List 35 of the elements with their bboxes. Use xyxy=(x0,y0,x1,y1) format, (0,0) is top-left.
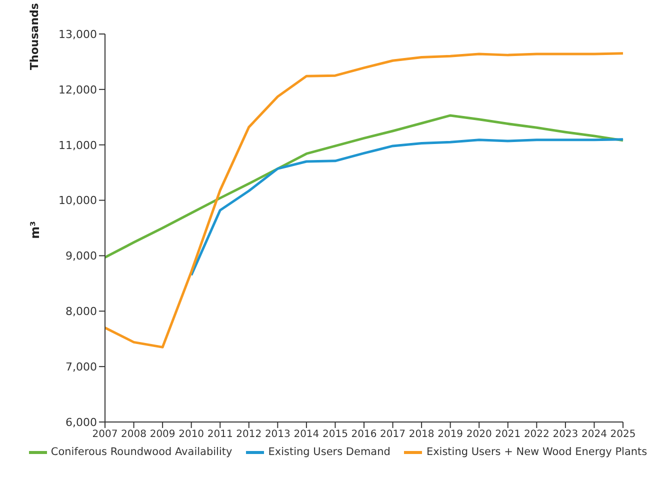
legend-label: Coniferous Roundwood Availability xyxy=(50,446,232,458)
y-tick-label: 12,000 xyxy=(58,83,97,96)
legend-label: Existing Users + New Wood Energy Plants xyxy=(425,446,648,458)
x-tick-label: 2007 xyxy=(92,429,118,440)
y-tick-label: 9,000 xyxy=(66,250,97,263)
x-tick-label: 2013 xyxy=(264,429,290,440)
x-tick-label: 2019 xyxy=(438,429,464,440)
x-tick-label: 2022 xyxy=(524,429,550,440)
x-tick-label: 2018 xyxy=(408,429,434,440)
x-tick-label: 2012 xyxy=(236,429,262,440)
x-tick-label: 2008 xyxy=(121,429,147,440)
line-series xyxy=(104,52,624,348)
y-tick-label: 8,000 xyxy=(66,305,97,318)
legend-label: Existing Users Demand xyxy=(267,446,390,458)
x-tick-label: 2020 xyxy=(466,429,492,440)
y-tick-label: 6,000 xyxy=(66,416,97,429)
x-tick-label: 2015 xyxy=(322,429,348,440)
x-tick-label: 2009 xyxy=(150,429,176,440)
x-tick-label: 2025 xyxy=(610,429,636,440)
y-axis-title: m³ xyxy=(28,221,42,239)
line-series xyxy=(190,138,624,276)
x-tick-label: 2023 xyxy=(552,429,578,440)
x-tick-label: 2011 xyxy=(207,429,233,440)
x-tick-label: 2021 xyxy=(495,429,521,440)
x-tick-label: 2017 xyxy=(380,429,406,440)
y-tick-label: 13,000 xyxy=(58,28,97,41)
x-tick-label: 2014 xyxy=(294,429,320,440)
text: Thousands xyxy=(28,3,41,70)
line-series xyxy=(104,114,624,259)
y-tick-label: 11,000 xyxy=(58,138,97,152)
x-tick-label: 2010 xyxy=(178,429,204,440)
x-tick-label: 2016 xyxy=(351,429,377,440)
y-tick-label: 10,000 xyxy=(58,194,97,208)
x-tick-label: 2024 xyxy=(581,429,607,440)
y-tick-label: 7,000 xyxy=(66,360,97,374)
